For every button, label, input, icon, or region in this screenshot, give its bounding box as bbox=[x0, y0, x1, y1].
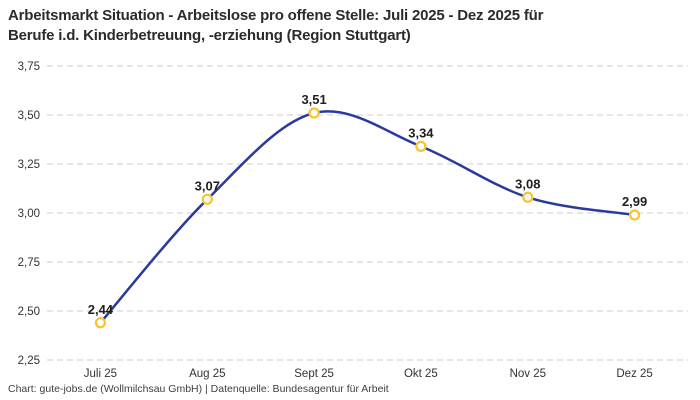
x-axis-tick-label: Sept 25 bbox=[294, 368, 334, 380]
x-axis-tick-label: Okt 25 bbox=[404, 368, 438, 380]
y-axis-tick-label: 3,50 bbox=[18, 110, 40, 122]
data-point-label: 2,99 bbox=[622, 194, 647, 209]
y-axis-tick-label: 2,75 bbox=[18, 257, 40, 269]
y-axis-tick-label: 3,25 bbox=[18, 159, 40, 171]
x-axis-tick-label: Juli 25 bbox=[84, 368, 117, 380]
x-axis-tick-label: Nov 25 bbox=[510, 368, 546, 380]
data-point-label: 3,34 bbox=[408, 125, 434, 140]
y-axis-tick-label: 2,50 bbox=[18, 306, 40, 318]
data-point-marker bbox=[94, 317, 107, 329]
data-point-label: 2,44 bbox=[88, 302, 114, 317]
x-axis-tick-label: Dez 25 bbox=[616, 368, 652, 380]
x-axis-tick-label: Aug 25 bbox=[189, 368, 225, 380]
data-point-label: 3,07 bbox=[195, 178, 220, 193]
y-axis-tick-label: 3,75 bbox=[18, 61, 40, 73]
footer-credit: Chart: gute-jobs.de (Wollmilchsau GmbH) … bbox=[8, 383, 389, 395]
chart-title-line2: Berufe i.d. Kinderbetreuung, -erziehung … bbox=[8, 27, 411, 44]
chart-title: Arbeitsmarkt Situation - Arbeitslose pro… bbox=[8, 6, 670, 46]
chart-title-line1: Arbeitsmarkt Situation - Arbeitslose pro… bbox=[8, 7, 544, 24]
data-point-label: 3,51 bbox=[301, 92, 326, 107]
data-point-marker bbox=[415, 140, 427, 153]
y-axis-tick-label: 2,25 bbox=[18, 355, 40, 367]
data-line bbox=[99, 110, 636, 325]
data-point-label: 3,08 bbox=[515, 176, 540, 191]
data-point-marker bbox=[628, 209, 641, 221]
y-axis-tick-label: 3,00 bbox=[18, 208, 40, 220]
data-point-marker bbox=[522, 191, 534, 203]
data-point-marker bbox=[201, 193, 213, 205]
data-point-marker bbox=[308, 107, 320, 119]
